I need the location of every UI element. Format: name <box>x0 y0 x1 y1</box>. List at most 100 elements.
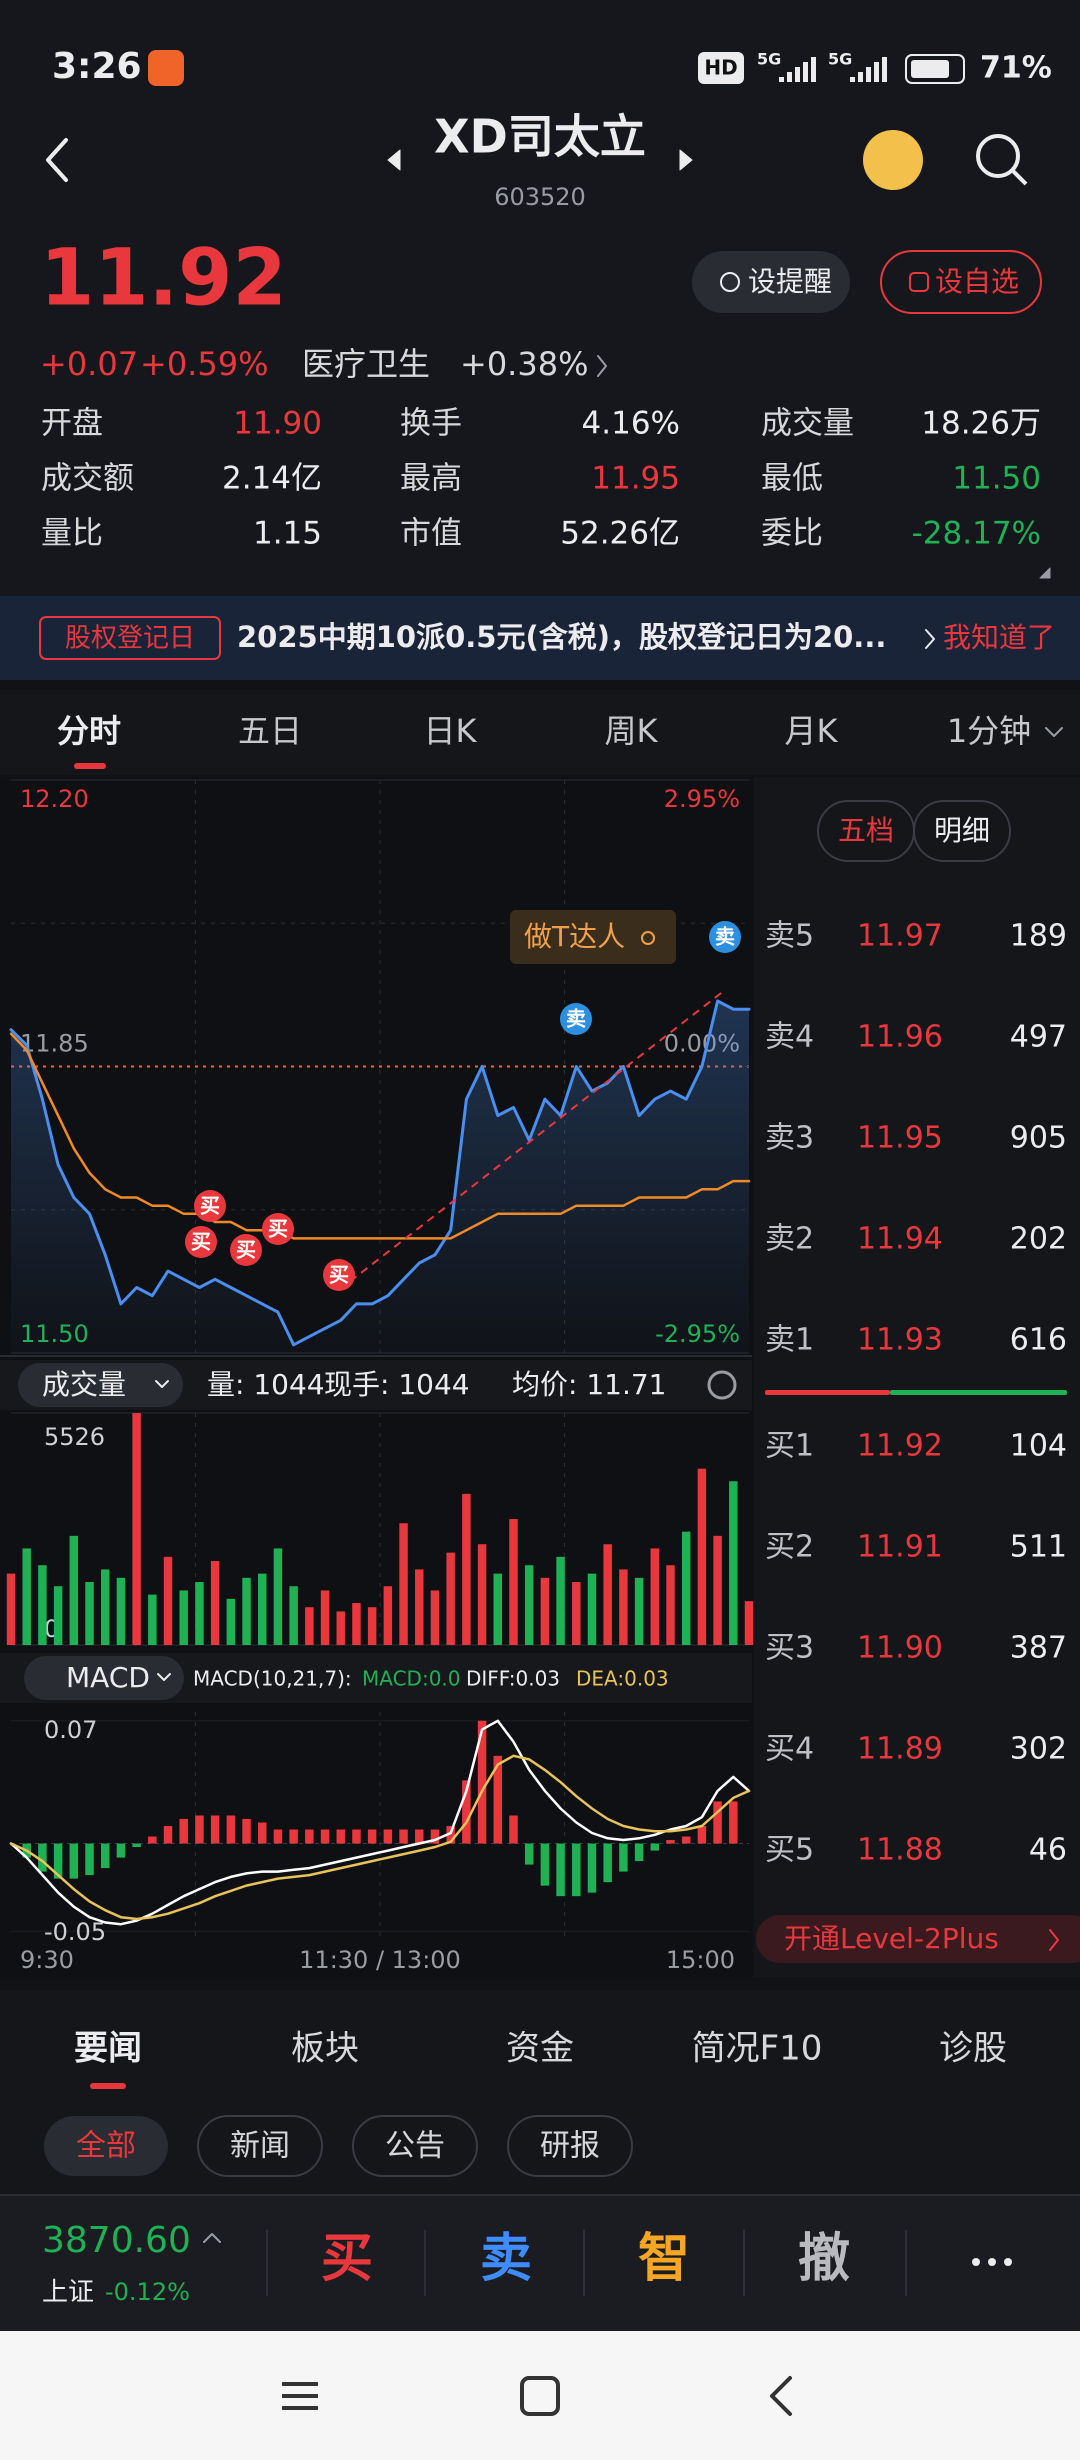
banner-text: 2025中期10派0.5元(含税)，股权登记日为20... <box>237 620 886 654</box>
back-button[interactable] <box>46 138 68 182</box>
battery <box>905 54 965 84</box>
watchlist-icon <box>909 272 929 292</box>
index-value: 3870.60 <box>42 2220 191 2261</box>
trade-action[interactable]: 卖 <box>480 2229 532 2289</box>
volume-bar <box>556 1556 565 1645</box>
trade-marker <box>230 1234 262 1266</box>
volume-bar <box>163 1556 173 1645</box>
news-underline <box>90 2083 126 2089</box>
dea-line <box>9 1754 751 1921</box>
macd-bar <box>509 1815 518 1844</box>
prev-stock[interactable] <box>387 149 401 171</box>
trade-marker-label: 买 <box>200 1194 220 1218</box>
trade-marker <box>262 1213 294 1245</box>
macd-bar <box>179 1818 188 1844</box>
macd-bar <box>713 1801 722 1844</box>
trade-action[interactable]: 买 <box>321 2229 373 2289</box>
macd-bar <box>258 1822 267 1844</box>
news-tab[interactable]: 资金 <box>506 2029 574 2069</box>
volume-bar <box>69 1535 79 1645</box>
volume-bar <box>273 1548 283 1645</box>
period-tab[interactable]: 月K <box>785 712 839 750</box>
macd-bar <box>320 1829 330 1844</box>
orderbook-price: 11.88 <box>857 1833 943 1868</box>
badge-bg[interactable] <box>510 910 676 964</box>
next-stock[interactable] <box>679 149 693 171</box>
orderbook-bg <box>754 777 1080 1977</box>
network-5g: 5G <box>757 50 781 69</box>
watchlist-button[interactable] <box>880 250 1042 314</box>
news-tab[interactable]: 诊股 <box>939 2029 1007 2069</box>
macd-bar <box>430 1829 440 1844</box>
more-dot[interactable] <box>972 2258 980 2266</box>
volume-bar <box>634 1577 644 1645</box>
macd-readout: DIFF:0.03 <box>466 1667 560 1691</box>
orderbook-tab[interactable]: 明细 <box>934 814 990 847</box>
nav-back[interactable] <box>770 2376 792 2416</box>
filter-pill[interactable] <box>197 2115 323 2177</box>
macd-bar <box>132 1843 141 1848</box>
orderbook-tab-right[interactable] <box>913 800 1011 862</box>
more-dot[interactable] <box>988 2258 996 2266</box>
news-tab[interactable]: 要闻 <box>74 2029 142 2069</box>
macd-bar <box>85 1843 94 1876</box>
orderbook-price: 11.90 <box>857 1631 943 1666</box>
banner-dismiss[interactable]: 我知道了 <box>943 621 1055 654</box>
news-tab[interactable]: 板块 <box>291 2029 359 2069</box>
orderbook-label: 买3 <box>765 1631 814 1666</box>
macd-readout: DEA:0.03 <box>576 1667 669 1691</box>
macd-bar <box>681 1836 691 1844</box>
volume-bar <box>430 1590 440 1645</box>
orderbook-volume: 46 <box>1029 1833 1067 1868</box>
volume-bar <box>587 1573 597 1645</box>
stock-code: 603520 <box>494 183 586 211</box>
orderbook-price: 11.95 <box>857 1121 943 1156</box>
macd-bar <box>399 1829 408 1844</box>
upgrade-label: 开通Level-2Plus <box>784 1922 999 1955</box>
search-handle <box>1010 168 1028 186</box>
signal-bar <box>787 72 792 82</box>
filter-pill[interactable] <box>44 2116 168 2176</box>
filter-pill[interactable] <box>352 2115 478 2177</box>
mascot-icon[interactable] <box>863 130 923 190</box>
settings-icon[interactable] <box>707 1370 737 1400</box>
orderbook-tab[interactable]: 五档 <box>838 814 894 847</box>
volume-bar <box>100 1569 110 1645</box>
signal-bar <box>803 62 808 82</box>
volume-bar <box>6 1573 16 1645</box>
period-tab[interactable]: 周K <box>605 712 659 750</box>
trade-action[interactable]: 撤 <box>798 2229 850 2289</box>
sector-name[interactable]: 医疗卫生 <box>302 345 430 383</box>
stat-value: 4.16% <box>582 406 680 442</box>
macd-bar <box>462 1780 471 1844</box>
macd-params: MACD(10,21,7): <box>193 1667 352 1691</box>
stat-value: 2.14亿 <box>222 461 322 497</box>
period-tab[interactable]: 五日 <box>238 712 302 750</box>
macd-chevron <box>157 1673 171 1681</box>
macd-selector[interactable] <box>24 1656 184 1700</box>
period-tab[interactable]: 1分钟 <box>947 712 1031 750</box>
volume-bar <box>383 1586 393 1645</box>
upgrade-pill[interactable] <box>756 1915 1080 1963</box>
orderbook-ratio-buy <box>890 1390 1067 1395</box>
filter-pill[interactable] <box>507 2115 633 2177</box>
macd-bar <box>116 1843 126 1858</box>
trade-action[interactable]: 智 <box>638 2229 690 2289</box>
volume-bar <box>462 1493 471 1645</box>
volume-selector[interactable] <box>18 1363 183 1407</box>
macd-bar <box>195 1815 204 1844</box>
period-tab[interactable]: 分时 <box>57 712 121 750</box>
network-hd: HD <box>704 56 737 80</box>
alert-button[interactable] <box>692 251 850 313</box>
search-icon[interactable] <box>976 134 1020 178</box>
nav-home[interactable] <box>520 2376 560 2416</box>
banner-tag <box>39 616 221 660</box>
more-dot[interactable] <box>1004 2258 1012 2266</box>
volume-bar <box>666 1565 675 1645</box>
volume-bar <box>336 1611 345 1645</box>
orderbook-price: 11.92 <box>857 1429 943 1464</box>
period-tab[interactable]: 日K <box>424 712 478 750</box>
volume-bar <box>210 1561 220 1645</box>
news-tab[interactable]: 简况F10 <box>692 2029 823 2069</box>
bottom-bar-bg <box>0 2195 1080 2331</box>
